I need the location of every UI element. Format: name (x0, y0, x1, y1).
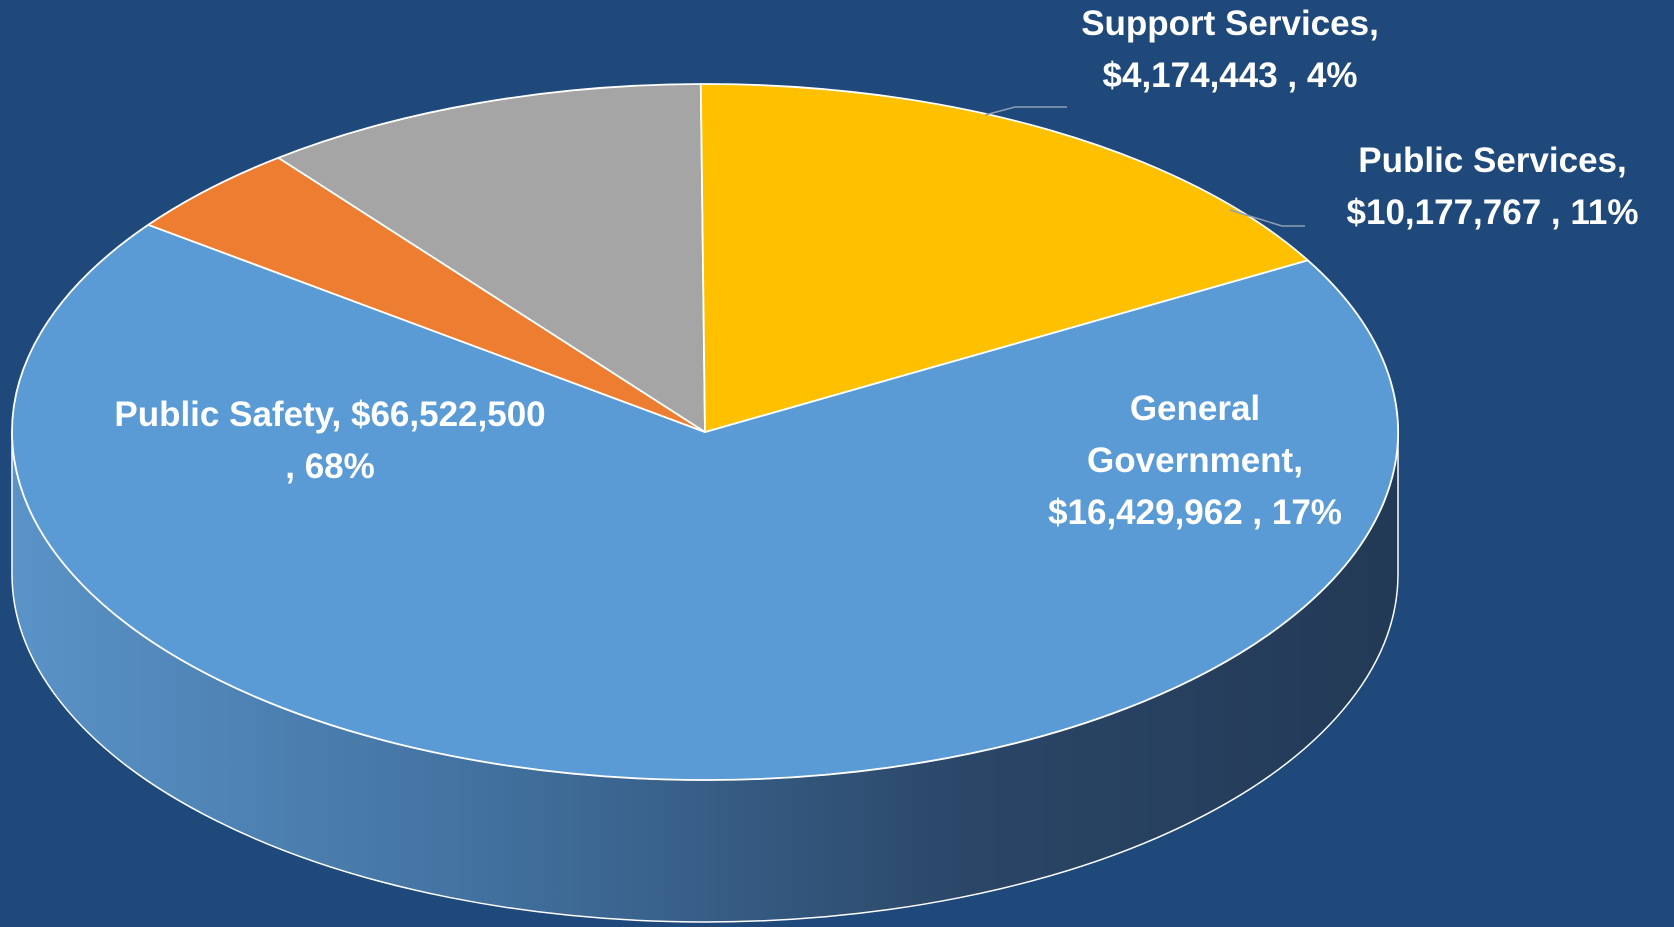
label-general-government-line3: $16,429,962 , 17% (1048, 493, 1342, 532)
label-general-government-line2: Government, (1087, 441, 1303, 480)
pie-slice-public-services (277, 83, 706, 433)
pie-slice-general-government (699, 83, 1309, 433)
leader-line-public-services (1229, 209, 1305, 227)
label-support-services: Support Services, $4,174,443 , 4% (1060, 0, 1400, 102)
label-public-services: Public Services, $10,177,767 , 11% (1315, 135, 1670, 239)
label-public-safety: Public Safety, $66,522,500 , 68% (100, 389, 560, 493)
pie-slices (11, 83, 1399, 781)
label-support-services-line1: Support Services, (1081, 4, 1379, 43)
pie-slice-support-services (147, 156, 706, 433)
pie-slice-public-safety (11, 223, 1399, 781)
label-general-government: General Government, $16,429,962 , 17% (1030, 383, 1360, 539)
label-public-safety-line2: , 68% (285, 447, 375, 486)
label-public-services-line1: Public Services, (1358, 141, 1627, 180)
leader-line-support-services (984, 106, 1067, 116)
label-public-safety-line1: Public Safety, $66,522,500 (114, 395, 546, 434)
label-general-government-line1: General (1129, 389, 1261, 428)
label-support-services-line2: $4,174,443 , 4% (1102, 56, 1358, 95)
label-public-services-line2: $10,177,767 , 11% (1346, 193, 1639, 232)
leader-lines (984, 106, 1305, 227)
